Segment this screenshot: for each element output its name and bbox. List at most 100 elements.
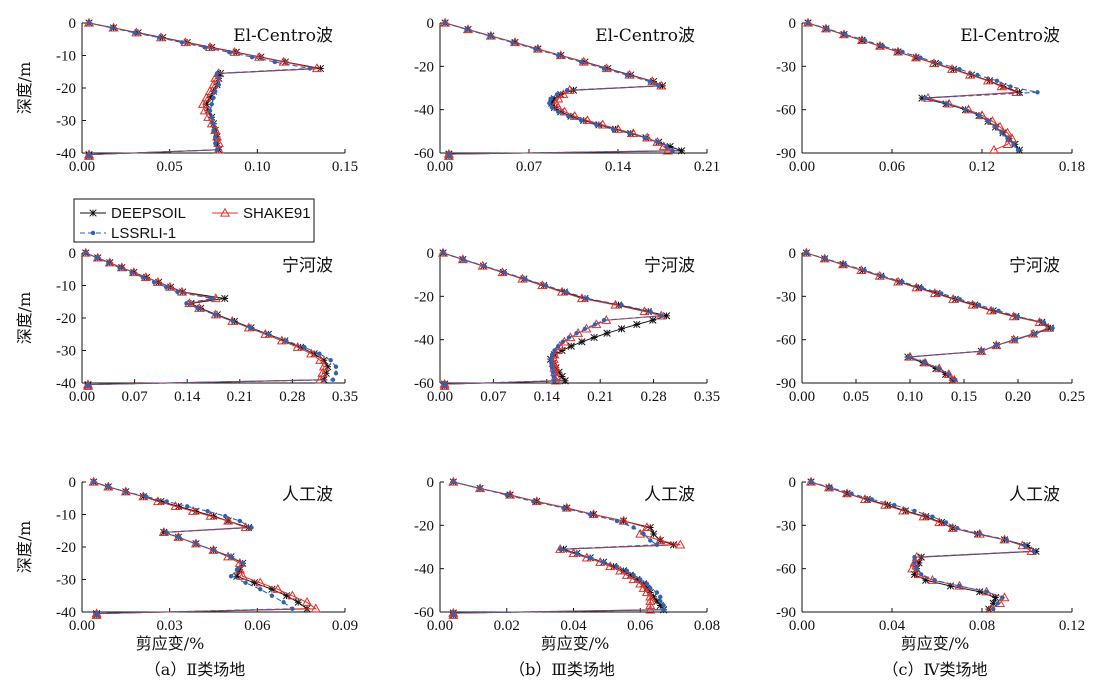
data-point	[567, 342, 575, 350]
series-lssrli-1	[83, 250, 339, 389]
data-point	[564, 289, 569, 295]
data-point	[996, 81, 1007, 91]
data-point	[237, 571, 248, 580]
series-lssrli-1	[86, 20, 313, 159]
data-point	[227, 50, 232, 55]
panel-r2-c2: 0.00 0.07 0.14 0.21 0.28 0.35 0 -20 -40 -60 宁河波	[414, 246, 720, 405]
data-point	[1015, 147, 1021, 153]
x-tick-label: 0.04	[560, 618, 587, 634]
x-tick-label: 0.14	[174, 389, 201, 405]
data-point	[558, 89, 569, 99]
data-point	[315, 374, 326, 384]
data-point	[209, 296, 215, 301]
data-point	[556, 286, 568, 296]
data-point	[628, 574, 639, 584]
y-tick-label: -30	[56, 344, 76, 360]
data-point	[306, 348, 317, 358]
series-line	[452, 481, 681, 616]
data-point	[641, 522, 652, 532]
y-tick-label: -20	[414, 289, 434, 305]
data-point	[464, 27, 469, 32]
data-point	[552, 348, 557, 353]
data-point	[85, 384, 91, 389]
data-point	[558, 346, 566, 355]
data-point	[912, 554, 917, 560]
series-lssrli-1	[804, 250, 1055, 383]
data-point	[213, 141, 218, 146]
data-point	[918, 55, 923, 60]
data-point	[996, 308, 1001, 313]
data-point	[163, 284, 169, 290]
data-point	[504, 492, 509, 498]
data-point	[569, 110, 580, 120]
data-point	[994, 343, 999, 348]
data-point	[655, 139, 660, 145]
data-point	[945, 101, 950, 107]
data-point	[1041, 320, 1047, 325]
data-point	[880, 43, 886, 49]
data-point	[208, 79, 219, 89]
data-point	[1008, 84, 1013, 89]
data-point	[281, 600, 286, 605]
data-point	[957, 297, 962, 302]
data-point	[255, 577, 266, 587]
data-point	[561, 505, 566, 511]
x-tick-label: 0.10	[897, 389, 923, 405]
y-tick-label: 0	[789, 16, 797, 32]
panel-r1-c2: 0.00 0.07 0.14 0.21 0 -20 -40 -60 El-Centro波	[414, 16, 720, 175]
x-tick-label: 0.35	[694, 389, 720, 405]
data-point	[221, 294, 229, 303]
data-point	[898, 505, 909, 515]
data-point	[175, 289, 180, 295]
data-point	[612, 123, 624, 133]
data-point	[523, 276, 528, 282]
series-line	[806, 252, 1054, 381]
data-point	[266, 332, 271, 337]
x-tick-label: 0.05	[157, 159, 183, 175]
data-point	[614, 518, 620, 524]
data-point	[656, 83, 661, 89]
data-point	[648, 585, 653, 591]
data-point	[843, 262, 848, 267]
data-point	[638, 582, 649, 592]
data-point	[240, 522, 251, 532]
y-tick-label: -30	[776, 289, 796, 305]
x-tick-label: 0.35	[332, 389, 358, 405]
data-point	[556, 109, 561, 115]
x-tick-label: 0.25	[1059, 389, 1085, 405]
data-point	[132, 30, 137, 35]
data-point	[272, 59, 278, 65]
data-point	[287, 590, 298, 600]
data-point	[635, 578, 646, 588]
x-tick-label: 0.09	[332, 618, 358, 634]
captions: （a）Ⅱ类场地 （b）Ⅲ类场地 （c）Ⅳ类场地	[145, 660, 988, 679]
series-deepsoil	[90, 478, 311, 619]
panel-title: 人工波	[282, 485, 333, 505]
data-point	[985, 119, 991, 124]
data-point	[164, 499, 169, 504]
data-point	[152, 496, 164, 506]
data-point	[900, 49, 905, 55]
data-point	[442, 20, 448, 26]
data-point	[587, 512, 593, 517]
data-point	[601, 317, 607, 323]
data-point	[953, 377, 958, 383]
data-point	[919, 285, 925, 290]
y-tick-label: -90	[776, 376, 796, 392]
data-point	[578, 118, 584, 123]
data-point	[1000, 595, 1005, 600]
data-point	[211, 95, 216, 100]
data-point	[670, 148, 675, 154]
data-point	[654, 542, 660, 548]
data-point	[929, 288, 940, 298]
y-tick-label: -20	[56, 81, 76, 97]
data-point	[582, 115, 593, 125]
data-point	[918, 511, 929, 521]
data-point	[284, 338, 289, 343]
data-point	[922, 95, 928, 101]
data-point	[461, 257, 466, 262]
data-point	[156, 35, 162, 40]
data-point	[649, 316, 657, 324]
data-point	[976, 302, 982, 308]
